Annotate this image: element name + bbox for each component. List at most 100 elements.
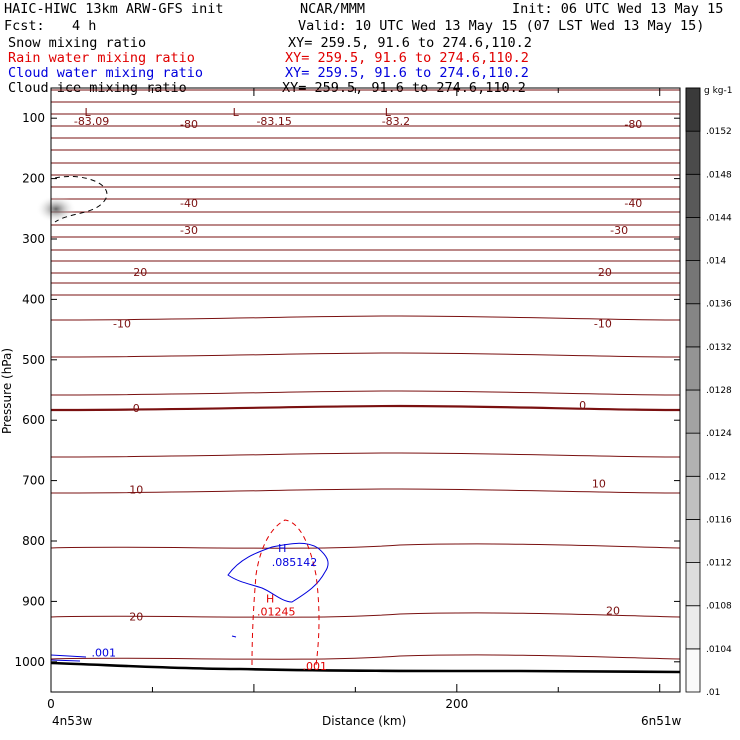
temperature-label: -10 (594, 318, 612, 331)
y-tick-label: 900 (22, 594, 45, 608)
y-axis-title: Pressure (hPa) (0, 347, 15, 435)
cloud-water-dot (231, 635, 237, 638)
colorbar-units: g kg-1 (704, 86, 733, 96)
colorbar-label: .0108 (706, 602, 732, 612)
y-tick-label: 800 (22, 534, 45, 548)
colorbar-swatch (685, 389, 701, 434)
colorbar-swatch (685, 346, 701, 391)
cloud-water-surface-label: .001 (92, 647, 117, 660)
snow-contour (54, 176, 108, 223)
field-name-snow: Snow mixing ratio (8, 35, 147, 51)
field-xy-cloud-ice: XY= 259.5, 91.6 to 274.6,110.2 (282, 80, 526, 96)
field-name-rain: Rain water mixing ratio (8, 50, 195, 66)
colorbar-label: .0104 (706, 645, 732, 655)
colorbar-swatch (685, 217, 701, 261)
colorbar-swatch (685, 519, 701, 563)
forecast-value: 4 h (72, 18, 97, 34)
temperature-label: 0 (579, 399, 586, 412)
x-axis-title: Distance (km) (322, 714, 407, 728)
colorbar-label: .0124 (706, 429, 732, 439)
temperature-label: 0 (133, 402, 140, 415)
temperature-label: 20 (606, 604, 620, 617)
forecast-label: Fcst: (4, 18, 45, 34)
x-tick-label: 0 (47, 697, 55, 711)
temperature-label: -83.2 (382, 115, 410, 128)
colorbar-label: .0144 (706, 213, 732, 223)
temperature-label: -30 (610, 224, 628, 237)
colorbar-label: .0136 (706, 300, 732, 310)
y-tick-label: 300 (22, 232, 45, 246)
temperature-label: -40 (624, 197, 642, 210)
contour-line (50, 315, 681, 321)
rain-water-max-marker: H (266, 592, 274, 605)
cloud-water-surface-contour-2 (50, 659, 81, 662)
valid-time: Valid: 10 UTC Wed 13 May 15 (07 LST Wed … (298, 18, 705, 34)
temperature-label: 20 (129, 611, 143, 624)
x-end-location: 6n51w (641, 714, 682, 728)
y-tick-label: 400 (22, 292, 45, 306)
field-xy-snow: XY= 259.5, 91.6 to 274.6,110.2 (288, 35, 532, 51)
temperature-label: 10 (129, 484, 143, 497)
field-xy-rain: XY= 259.5, 91.6 to 274.6,110.2 (285, 50, 529, 66)
terrain-line (50, 661, 681, 674)
temperature-label: -30 (180, 224, 198, 237)
colorbar-label: .012 (706, 472, 726, 482)
y-tick-label: 1000 (14, 655, 45, 669)
snow-shading (36, 195, 76, 223)
x-tick-label: 200 (445, 697, 468, 711)
colorbar-label: .0112 (706, 559, 732, 569)
contour-line (50, 612, 681, 618)
temperature-label: -80 (180, 118, 198, 131)
rain-water-surface-label: .001 (303, 660, 328, 673)
colorbar-label: .0148 (706, 170, 732, 180)
temperature-label: -20 (129, 266, 147, 279)
colorbar-swatch (685, 475, 701, 520)
contour-line (50, 654, 681, 660)
field-name-cloud-water: Cloud water mixing ratio (8, 65, 204, 81)
cloud-water-max-marker: H (278, 542, 286, 555)
contour-line (50, 390, 681, 396)
plot-frame (50, 87, 681, 693)
temperature-label: -83.09 (74, 115, 109, 128)
contour-line (50, 452, 681, 458)
colorbar-label: .0152 (706, 127, 732, 137)
colorbar-label: .014 (706, 257, 726, 267)
plot-title: HAIC-HIWC 13km ARW-GFS init (4, 1, 224, 17)
cloud-water-surface-contour (50, 654, 87, 658)
contour-labels: -83.09 -83.15 -83.2 -80 -80 -40 -40 -30 -30 -20 -2… (74, 106, 642, 673)
temperature-label: 10 (592, 478, 606, 491)
temperature-label: -83.15 (256, 115, 291, 128)
colorbar-swatch (685, 648, 701, 693)
low-marker: L (385, 106, 392, 119)
cloud-water-contour (227, 542, 329, 603)
temperature-label: -80 (624, 118, 642, 131)
cloud-water-max-value: .085142 (272, 556, 318, 569)
colorbar-swatch (685, 173, 701, 218)
y-tick-label: 100 (22, 111, 45, 125)
contour-line (50, 543, 681, 549)
rain-water-max-value: .01245 (257, 606, 296, 619)
y-tick-label: 200 (22, 172, 45, 186)
colorbar-label: .0116 (706, 515, 732, 525)
organization-label: NCAR/MMM (300, 1, 366, 17)
colorbar-swatch (685, 562, 701, 607)
contour-line (50, 352, 681, 358)
colorbar-swatch (685, 303, 701, 348)
low-marker: L (84, 106, 91, 119)
contour-line (50, 404, 681, 412)
temperature-label: -10 (113, 318, 131, 331)
y-tick-label: 600 (22, 413, 45, 427)
temperature-label: -40 (180, 197, 198, 210)
colorbar-swatch (685, 260, 701, 305)
y-tick-label: 700 (22, 474, 45, 488)
contour-lines (50, 89, 681, 660)
rain-water-contour (251, 519, 320, 666)
colorbar-swatch (685, 432, 701, 477)
temperature-label: -20 (594, 266, 612, 279)
field-xy-cloud-water: XY= 259.5, 91.6 to 274.6,110.2 (285, 65, 529, 81)
colorbar-swatch (685, 130, 701, 175)
init-time: Init: 06 UTC Wed 13 May 15 (512, 1, 724, 17)
colorbar-label: .0132 (706, 343, 732, 353)
